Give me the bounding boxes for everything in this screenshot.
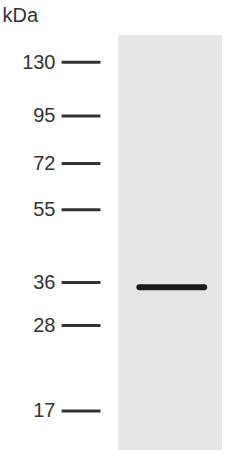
svg-text:28: 28: [33, 314, 55, 336]
svg-text:17: 17: [33, 399, 55, 421]
svg-text:130: 130: [22, 51, 55, 73]
svg-text:55: 55: [33, 198, 55, 220]
svg-text:36: 36: [33, 271, 55, 293]
svg-text:95: 95: [33, 104, 55, 126]
svg-text:kDa: kDa: [3, 4, 39, 26]
svg-text:72: 72: [33, 152, 55, 174]
